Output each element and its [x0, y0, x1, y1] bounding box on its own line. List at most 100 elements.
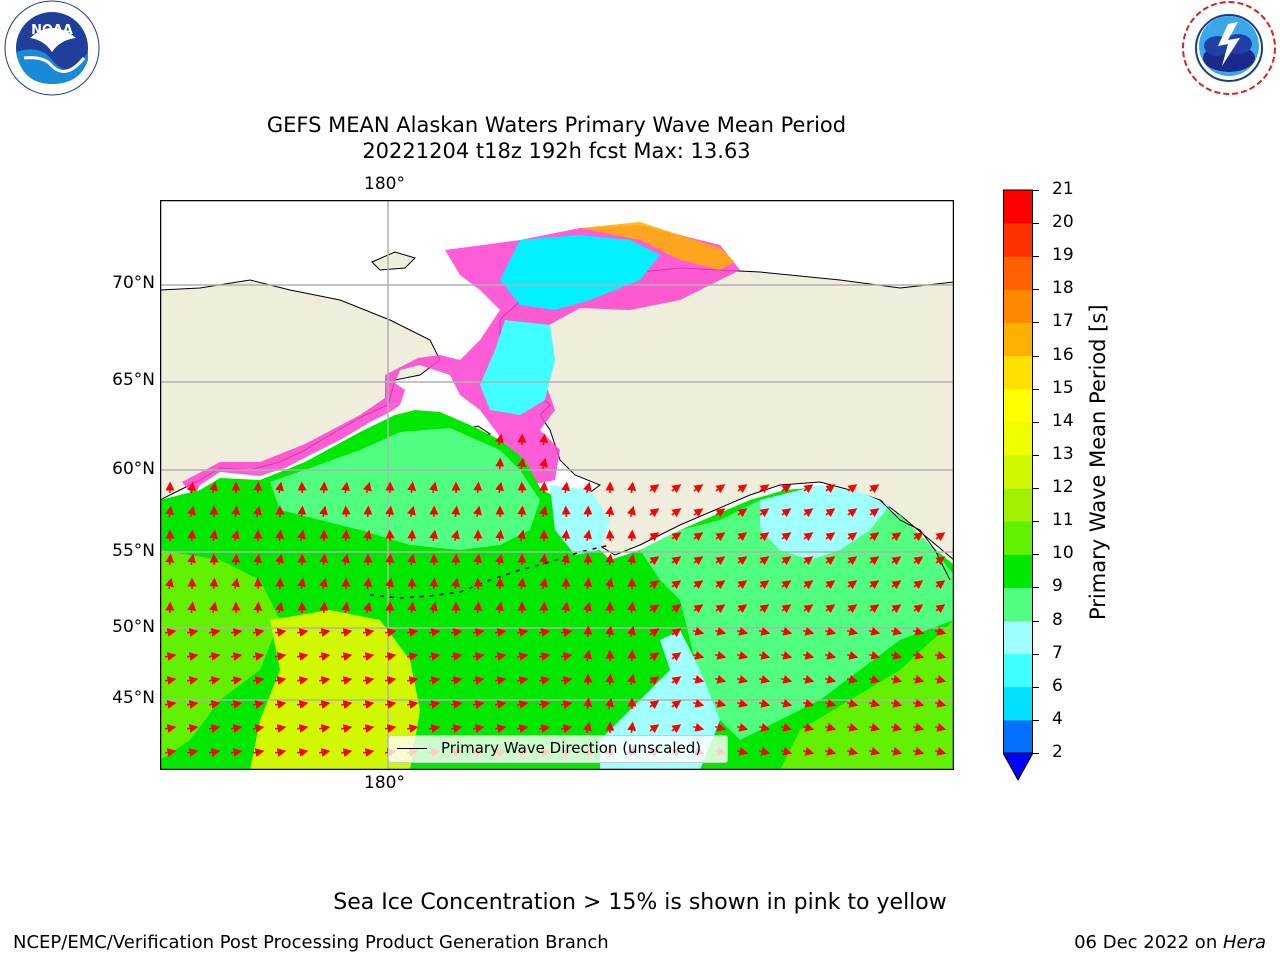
- wave-direction-arrow: [429, 553, 439, 566]
- wave-direction-arrow: [406, 700, 419, 709]
- wave-direction-arrow: [758, 747, 771, 756]
- wave-direction-arrow: [253, 601, 263, 614]
- colorbar-segment: [1003, 421, 1033, 456]
- wave-direction-arrow: [296, 724, 309, 733]
- colorbar-tick-mark: [1033, 587, 1039, 589]
- wave-direction-arrow: [252, 700, 265, 709]
- wave-direction-arrow: [363, 577, 373, 590]
- chart-title-line-2: 20221204 t18z 192h fcst Max: 13.63: [362, 139, 751, 163]
- wave-direction-arrow: [758, 651, 771, 660]
- colorbar-tick-label: 18: [1052, 278, 1074, 299]
- wave-direction-arrow: [538, 628, 551, 637]
- wave-direction-arrow: [692, 651, 705, 660]
- wave-direction-arrow: [472, 700, 485, 709]
- wave-direction-arrow: [934, 747, 947, 756]
- colorbar-tick-label: 12: [1052, 477, 1074, 498]
- wave-direction-arrow: [627, 505, 636, 518]
- ocean-yg-east: [780, 620, 954, 770]
- lon-label-top: 180°: [364, 174, 405, 194]
- wave-direction-arrow: [406, 676, 419, 685]
- wave-direction-arrow: [319, 577, 328, 590]
- colorbar-segment: [1003, 686, 1033, 721]
- wave-direction-arrow: [825, 556, 836, 566]
- ocean-cyan-gulf: [760, 485, 890, 560]
- ocean-bering-strait: [480, 320, 555, 415]
- colorbar-tick-label: 10: [1052, 543, 1074, 564]
- wave-direction-arrow: [758, 675, 771, 684]
- graticule: [160, 200, 954, 770]
- wave-direction-arrow: [605, 553, 615, 566]
- wave-direction-arrow: [912, 699, 925, 708]
- wave-direction-arrow: [164, 676, 177, 685]
- wave-direction-arrow: [847, 580, 858, 590]
- wave-direction-arrow: [318, 628, 331, 637]
- wave-direction-arrow: [781, 604, 792, 614]
- wave-direction-arrow: [847, 556, 858, 566]
- wave-direction-arrows: [164, 433, 947, 758]
- wave-direction-arrow: [560, 676, 573, 685]
- wave-direction-arrow: [164, 724, 177, 733]
- wave-direction-arrow: [846, 699, 859, 708]
- wave-direction-arrow: [692, 723, 705, 732]
- wave-direction-arrow: [538, 676, 551, 685]
- wave-direction-arrow: [737, 580, 748, 590]
- wave-direction-arrow: [934, 699, 947, 708]
- wave-direction-arrow: [780, 723, 793, 732]
- wave-direction-arrow: [781, 580, 792, 590]
- wave-direction-arrow: [340, 724, 353, 733]
- wave-direction-arrow: [495, 577, 505, 590]
- wave-direction-arrow: [539, 505, 548, 518]
- wave-direction-arrow: [935, 556, 946, 566]
- wave-direction-arrow: [341, 505, 351, 518]
- wave-direction-arrow: [230, 628, 243, 637]
- wave-direction-arrow: [781, 508, 792, 518]
- wave-direction-arrow: [363, 505, 373, 518]
- wave-direction-arrow: [341, 553, 350, 566]
- wave-direction-arrow: [164, 628, 177, 637]
- colorbar-tick-mark: [1033, 620, 1039, 622]
- wave-direction-arrow: [671, 724, 682, 734]
- colorbar-tick-mark: [1033, 223, 1039, 225]
- wave-direction-arrow: [935, 580, 946, 590]
- coast-aleutians: [369, 544, 611, 599]
- wave-direction-arrow: [473, 505, 482, 518]
- wave-direction-arrow: [538, 724, 551, 733]
- wave-direction-arrow: [803, 532, 814, 542]
- wave-direction-arrow: [319, 481, 329, 494]
- wave-direction-arrow: [208, 676, 221, 685]
- wave-direction-arrow: [252, 652, 265, 661]
- footer-credit: NCEP/EMC/Verification Post Processing Pr…: [13, 932, 609, 953]
- wave-direction-arrow: [165, 553, 175, 566]
- wave-direction-arrow: [230, 700, 243, 709]
- wave-direction-arrow: [825, 484, 836, 494]
- wave-direction-arrow: [318, 652, 331, 661]
- wave-direction-arrow: [473, 553, 483, 566]
- wave-direction-arrow: [913, 604, 924, 614]
- wave-direction-arrow: [187, 481, 197, 494]
- wave-direction-arrow: [561, 601, 571, 614]
- wave-direction-arrow: [362, 700, 375, 709]
- colorbar: [1003, 188, 1033, 783]
- noaa-logo: NOAA: [0, 0, 104, 100]
- wave-direction-arrow: [715, 508, 726, 518]
- colorbar-segment: [1003, 719, 1033, 754]
- wave-direction-arrow: [539, 601, 549, 614]
- wave-direction-arrow: [781, 556, 792, 566]
- wave-direction-arrow: [759, 556, 770, 566]
- wave-direction-arrow: [473, 577, 483, 590]
- wave-direction-arrow: [165, 505, 175, 518]
- wave-direction-arrow: [297, 481, 307, 494]
- wave-direction-arrow: [692, 699, 705, 708]
- wave-direction-arrow: [539, 457, 548, 470]
- wave-direction-arrow: [384, 628, 397, 637]
- wave-direction-arrow: [252, 628, 265, 637]
- wave-direction-arrow: [627, 673, 636, 686]
- wave-direction-arrow: [517, 529, 526, 542]
- wave-direction-arrow: [495, 553, 504, 566]
- colorbar-tick-label: 7: [1052, 642, 1063, 663]
- wave-direction-arrow: [846, 723, 859, 732]
- wave-direction-arrow: [539, 481, 549, 494]
- wave-direction-arrow: [714, 651, 727, 660]
- wave-direction-arrow: [406, 724, 419, 733]
- wave-direction-arrow: [846, 747, 859, 756]
